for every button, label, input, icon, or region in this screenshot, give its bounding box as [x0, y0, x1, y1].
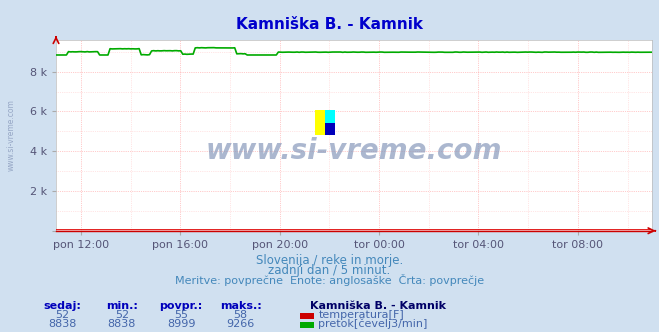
Text: maks.:: maks.:	[219, 301, 262, 311]
Text: Meritve: povprečne  Enote: anglosaške  Črta: povprečje: Meritve: povprečne Enote: anglosaške Črt…	[175, 274, 484, 286]
Text: www.si-vreme.com: www.si-vreme.com	[7, 99, 16, 171]
Bar	[316, 111, 325, 135]
Text: 55: 55	[174, 310, 188, 320]
Text: temperatura[F]: temperatura[F]	[318, 310, 404, 320]
Bar	[325, 123, 335, 135]
Text: pretok[čevelj3/min]: pretok[čevelj3/min]	[318, 318, 428, 329]
Text: sedaj:: sedaj:	[43, 301, 82, 311]
Text: 52: 52	[55, 310, 70, 320]
Text: 52: 52	[115, 310, 129, 320]
Text: www.si-vreme.com: www.si-vreme.com	[206, 136, 502, 165]
Text: Kamniška B. - Kamnik: Kamniška B. - Kamnik	[236, 17, 423, 33]
Text: povpr.:: povpr.:	[159, 301, 203, 311]
Text: 8999: 8999	[167, 319, 196, 329]
Bar	[325, 111, 335, 123]
Text: 8838: 8838	[48, 319, 77, 329]
Text: 58: 58	[233, 310, 248, 320]
Text: Kamniška B. - Kamnik: Kamniška B. - Kamnik	[310, 301, 445, 311]
Text: Slovenija / reke in morje.: Slovenija / reke in morje.	[256, 254, 403, 267]
Text: 8838: 8838	[107, 319, 136, 329]
Text: 9266: 9266	[227, 319, 254, 329]
Text: zadnji dan / 5 minut.: zadnji dan / 5 minut.	[268, 264, 391, 277]
Text: min.:: min.:	[106, 301, 138, 311]
